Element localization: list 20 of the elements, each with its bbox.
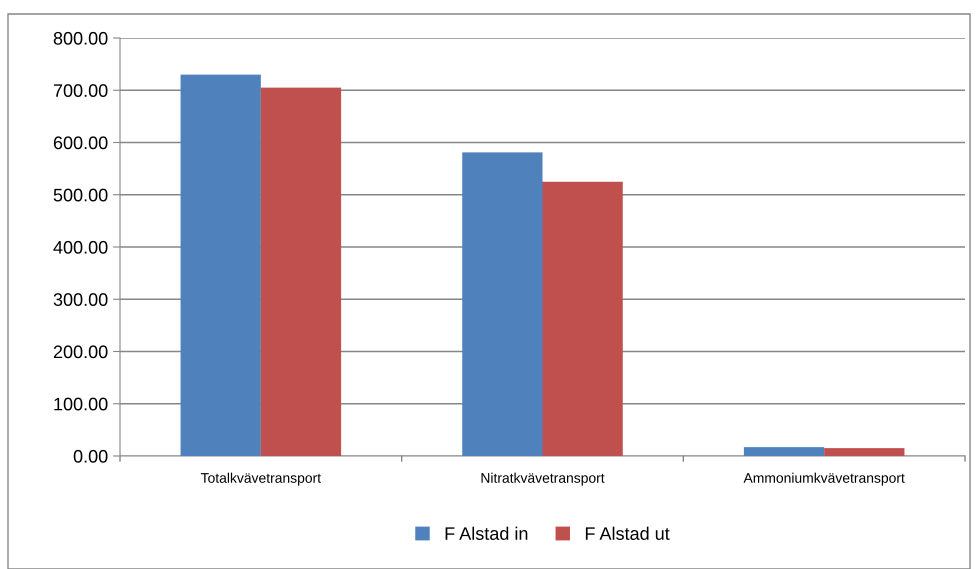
x-tick-label: Nitratkvävetransport: [482, 472, 605, 486]
y-tick-label: 800.00: [54, 32, 108, 45]
bar: [462, 152, 542, 456]
bar: [542, 182, 623, 456]
y-tick-label: 600.00: [54, 136, 108, 150]
y-tick-label: 200.00: [54, 345, 108, 358]
legend-label: F Alstad in: [446, 526, 528, 540]
y-tick-label: 100.00: [54, 398, 108, 410]
y-tick-label: 400.00: [53, 240, 108, 254]
bar: [744, 447, 824, 456]
y-tick-label: 700.00: [54, 84, 108, 97]
y-tick-label: 500.00: [54, 188, 108, 202]
y-tick-label: 300.00: [54, 293, 108, 306]
y-tick-label: 0.00: [74, 450, 108, 463]
legend-label: F Alstad ut: [586, 526, 670, 540]
x-tick-label: Totalkvävetransport: [200, 472, 321, 486]
bar: [180, 74, 261, 456]
bar: [824, 448, 904, 456]
bar: [260, 88, 342, 456]
x-tick-label: Ammoniumkvävetransport: [744, 472, 905, 486]
